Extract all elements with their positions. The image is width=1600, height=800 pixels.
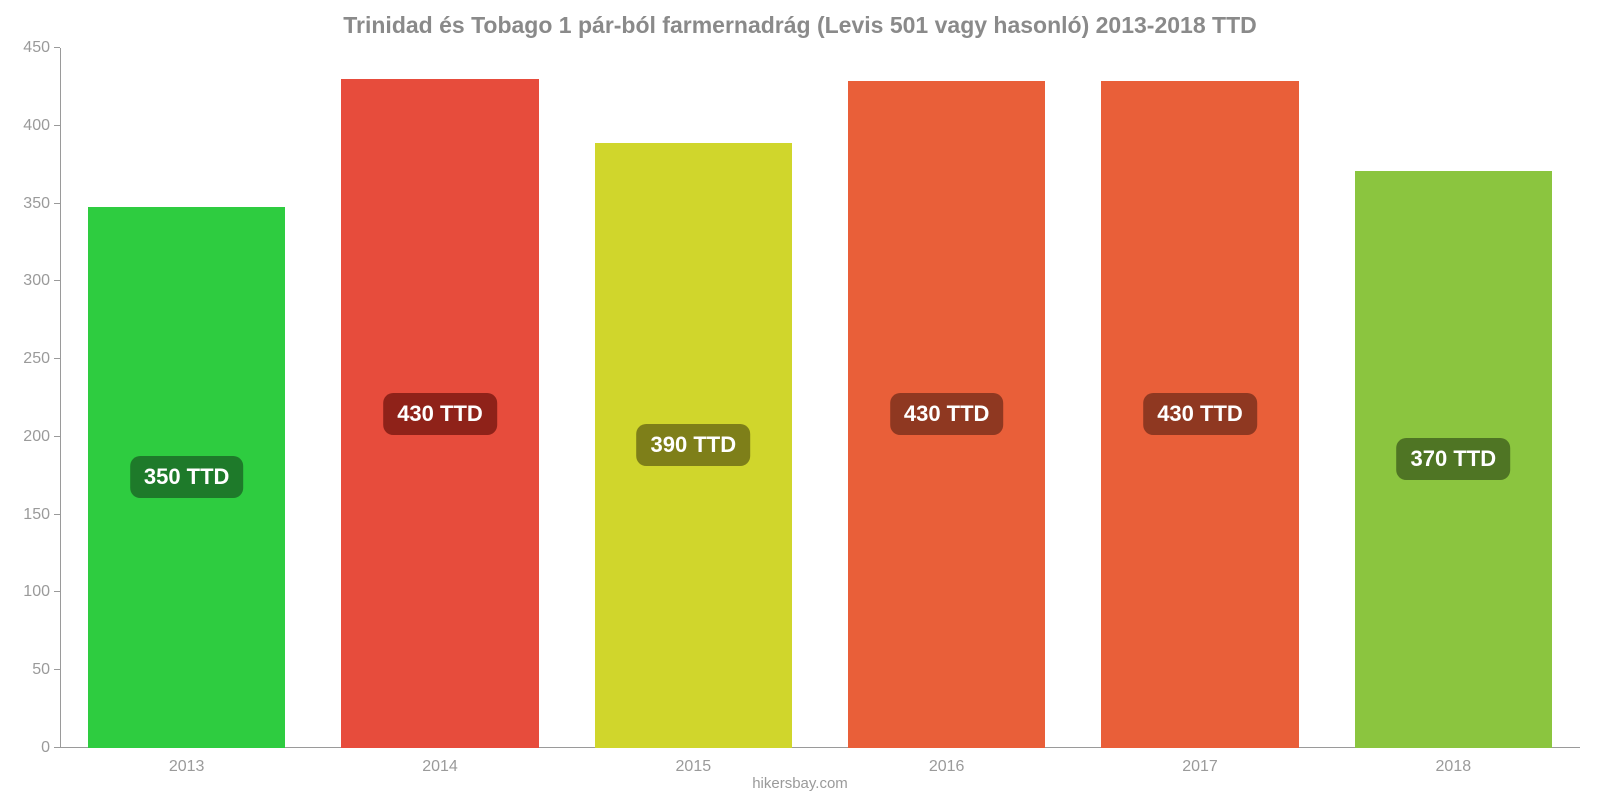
- bar-chart: Trinidad és Tobago 1 pár-ból farmernadrá…: [0, 0, 1600, 800]
- xtick-label: 2013: [169, 748, 205, 776]
- ytick-label: 450: [23, 39, 60, 57]
- bar-slot: 430 TTD: [341, 48, 539, 748]
- ytick-label: 100: [23, 583, 60, 601]
- value-badge: 350 TTD: [130, 456, 244, 498]
- bar-slot: 430 TTD: [848, 48, 1046, 748]
- xtick-label: 2016: [929, 748, 965, 776]
- bar-slot: 350 TTD: [88, 48, 286, 748]
- ytick-label: 150: [23, 506, 60, 524]
- value-badge: 430 TTD: [383, 393, 497, 435]
- ytick-label: 350: [23, 195, 60, 213]
- xtick-label: 2015: [676, 748, 712, 776]
- bar-slot: 370 TTD: [1355, 48, 1553, 748]
- bar-slot: 390 TTD: [595, 48, 793, 748]
- bar-slot: 430 TTD: [1101, 48, 1299, 748]
- value-badge: 370 TTD: [1397, 438, 1511, 480]
- value-badge: 390 TTD: [637, 424, 751, 466]
- ytick-label: 300: [23, 272, 60, 290]
- xtick-label: 2014: [422, 748, 458, 776]
- ytick-label: 50: [32, 661, 60, 679]
- value-badge: 430 TTD: [1143, 393, 1257, 435]
- xtick-label: 2018: [1436, 748, 1472, 776]
- footer-attribution: hikersbay.com: [0, 775, 1600, 792]
- ytick-label: 0: [41, 739, 60, 757]
- bars-container: 350 TTD 430 TTD 390 TTD 430 TTD 430 TTD 370 T…: [60, 48, 1580, 748]
- plot-area: 350 TTD 430 TTD 390 TTD 430 TTD 430 TTD 370 T…: [60, 48, 1580, 748]
- ytick-label: 400: [23, 117, 60, 135]
- value-badge: 430 TTD: [890, 393, 1004, 435]
- ytick-label: 200: [23, 428, 60, 446]
- chart-title: Trinidad és Tobago 1 pár-ból farmernadrá…: [0, 12, 1600, 39]
- ytick-label: 250: [23, 350, 60, 368]
- xtick-label: 2017: [1182, 748, 1218, 776]
